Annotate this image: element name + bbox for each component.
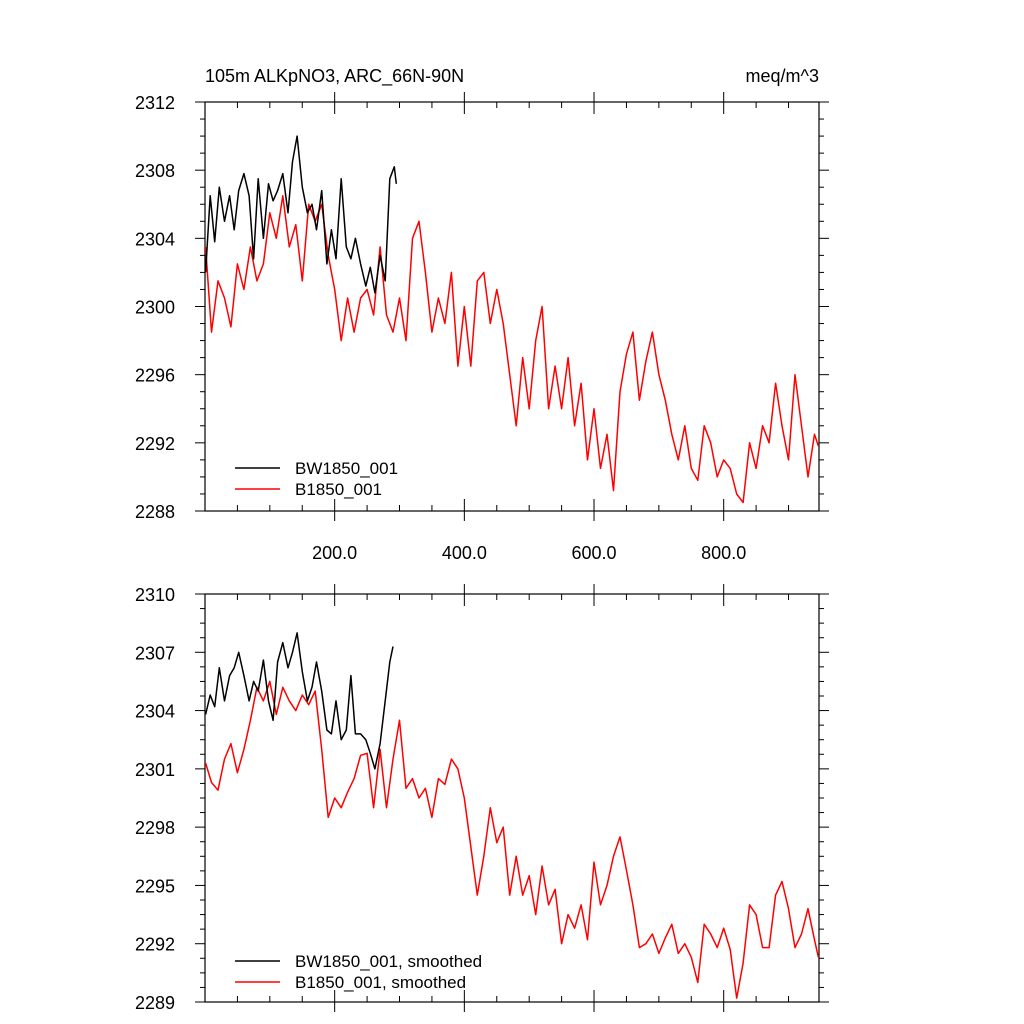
top-plot-frame [204,101,820,512]
x-tick-label: 800.0 [701,543,746,563]
y-tick-label: 2288 [135,502,175,522]
legend-label: B1850_001, smoothed [295,973,466,992]
y-tick-label: 2289 [135,993,175,1013]
y-tick-label: 2308 [135,161,175,181]
y-tick-label: 2292 [135,935,175,955]
top-series-group [204,135,820,504]
x-tick-label: 600.0 [571,543,616,563]
y-tick-label: 2312 [135,93,175,113]
legend-label: BW1850_001, smoothed [295,952,482,971]
series-line-0 [204,632,394,770]
y-tick-label: 2296 [135,366,175,386]
y-tick-label: 2292 [135,434,175,454]
bottom-series-group [204,632,820,999]
bottom-axis-ticks: 2289 2292 2295 2298 2301 2304 2307 2310 [135,584,829,1013]
top-chart-units: meq/m^3 [746,66,819,86]
y-tick-label: 2304 [135,702,175,722]
top-legend: BW1850_001 B1850_001 [235,459,398,499]
y-tick-label: 2307 [135,643,175,663]
bottom-legend: BW1850_001, smoothed B1850_001, smoothed [235,952,482,992]
y-tick-label: 2304 [135,229,175,249]
top-panel: 105m ALKpNO3, ARC_66N-90N meq/m^3 200.0 4… [135,66,829,563]
bottom-panel: 2289 2292 2295 2298 2301 2304 2307 2310 BW1850_… [135,584,829,1013]
series-line-0 [204,135,398,294]
x-tick-label: 400.0 [442,543,487,563]
y-tick-label: 2310 [135,585,175,605]
top-chart-title: 105m ALKpNO3, ARC_66N-90N [205,66,464,87]
x-tick-label: 200.0 [312,543,357,563]
top-axis-ticks: 200.0 400.0 600.0 800.0 2288 2292 2296 2300 2304… [135,92,829,563]
y-tick-label: 2300 [135,298,175,318]
series-line-1 [204,680,820,999]
series-line-1 [204,194,820,504]
legend-label: B1850_001 [295,480,382,499]
y-tick-label: 2295 [135,876,175,896]
y-tick-label: 2298 [135,818,175,838]
legend-label: BW1850_001 [295,459,398,478]
y-tick-label: 2301 [135,760,175,780]
